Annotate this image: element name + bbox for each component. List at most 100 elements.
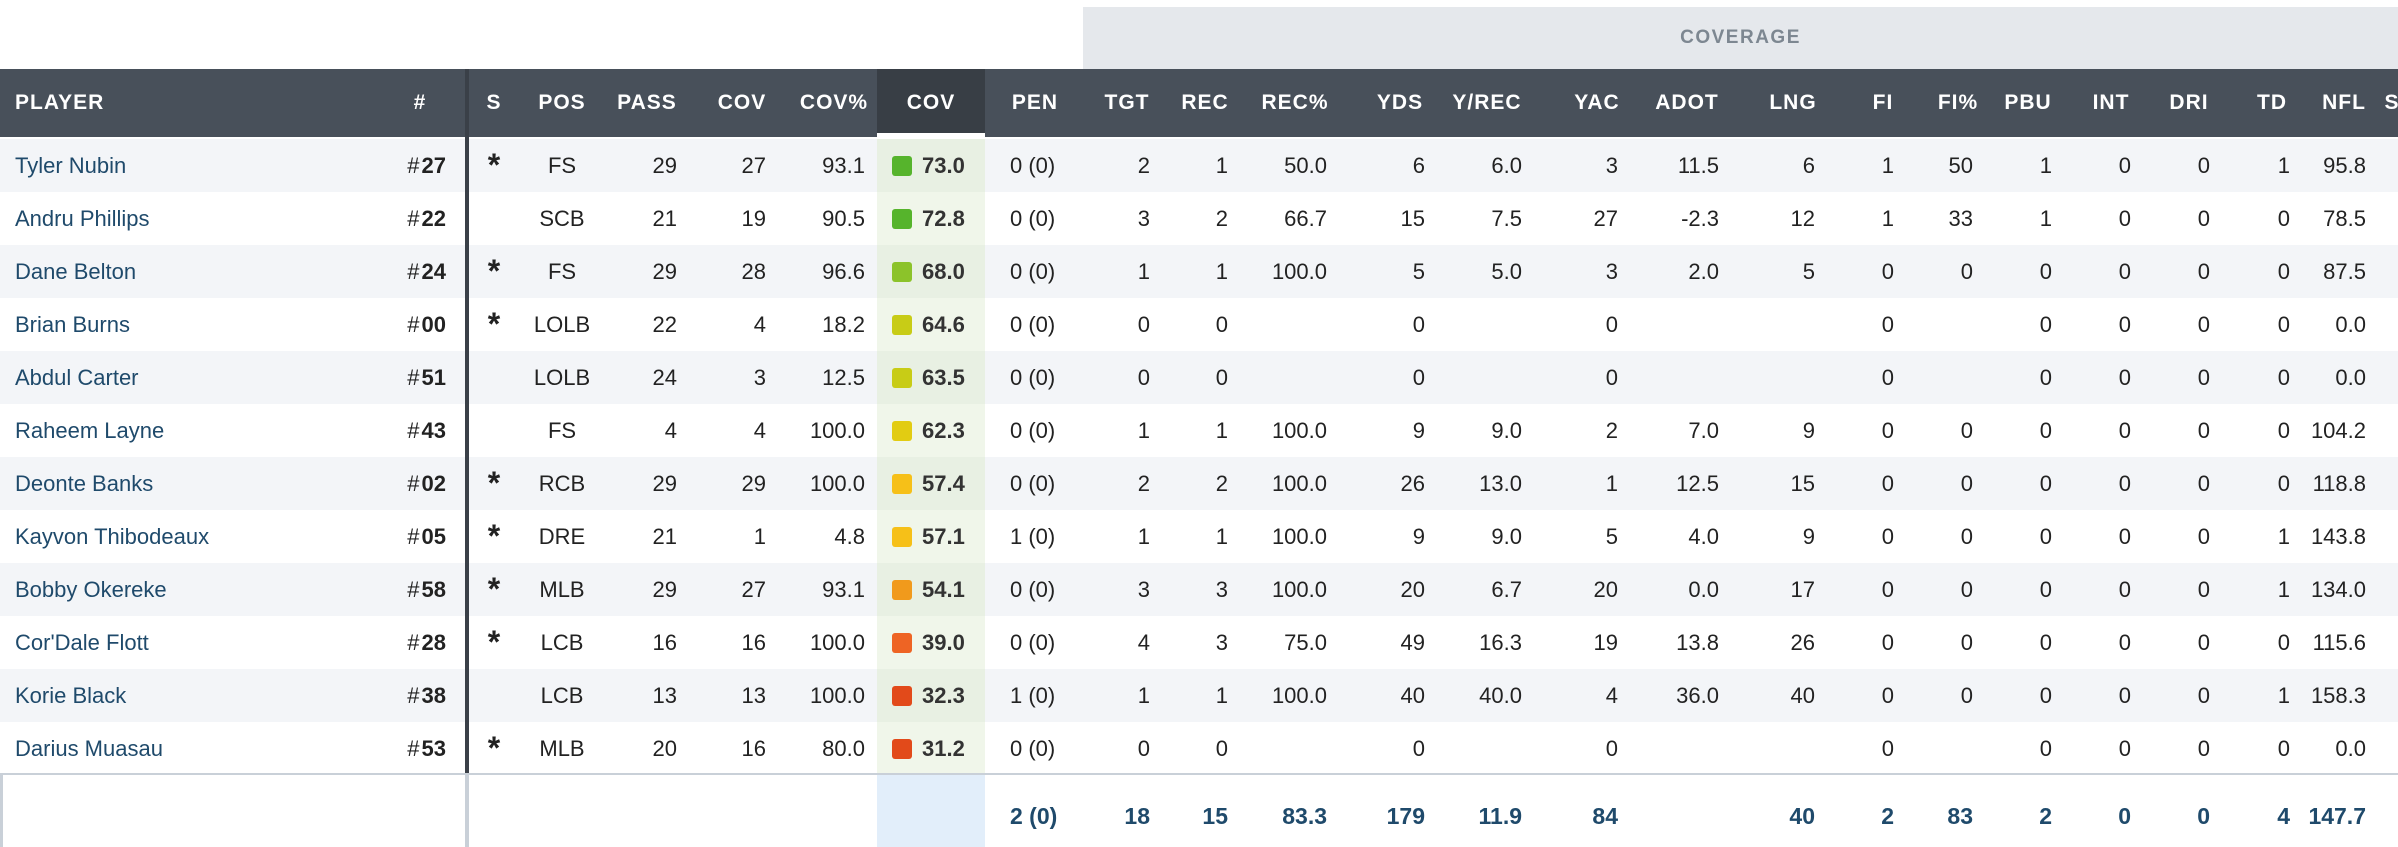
table-row[interactable]: Dane Belton #24 * FS 29 28 96.6 68.0 0 (0) 1 1 100.… xyxy=(0,245,2398,298)
table-row[interactable]: Bobby Okereke #58 * MLB 29 27 93.1 54.1 0 (0) 3 3 1… xyxy=(0,563,2398,616)
player-name-link[interactable]: Andru Phillips xyxy=(15,206,150,231)
total-int: 0 xyxy=(2118,803,2131,829)
cell-yrec: 6.7 xyxy=(1491,577,1522,602)
table-row[interactable]: Abdul Carter #51 LOLB 24 3 12.5 63.5 0 (0) 0 0 0 0 0… xyxy=(0,351,2398,404)
grade-color-icon xyxy=(892,685,912,706)
cell-cov: 19 xyxy=(741,206,766,231)
col-header-lng[interactable]: LNG xyxy=(1769,91,1817,114)
col-header-td[interactable]: TD xyxy=(2257,91,2287,114)
player-name-link[interactable]: Tyler Nubin xyxy=(15,153,127,178)
cell-pbu: 1 xyxy=(2039,206,2052,231)
cell-yac: 4 xyxy=(1605,683,1618,708)
grade-color-icon xyxy=(892,208,912,229)
cell-adot xyxy=(1609,722,1719,775)
table-row[interactable]: Korie Black #38 LCB 13 13 100.0 32.3 1 (0) 1 1 100… xyxy=(0,669,2398,722)
player-name-link[interactable]: Darius Muasau xyxy=(15,736,163,761)
cell-lng: 9 xyxy=(1802,418,1815,443)
cell-td: 1 xyxy=(2277,153,2290,178)
player-name-link[interactable]: Brian Burns xyxy=(15,312,130,337)
cell-tgt: 1 xyxy=(1137,259,1150,284)
cell-cov: 1 xyxy=(753,524,766,549)
jersey-number: #43 xyxy=(407,418,446,443)
cell-adot: 0.0 xyxy=(1688,577,1719,602)
col-header-number[interactable]: # xyxy=(413,91,427,114)
table-row[interactable]: Kayvon Thibodeaux #05 * DRE 21 1 4.8 57.1 1 (0) 1… xyxy=(0,510,2398,563)
starter-icon: * xyxy=(487,253,501,289)
table-row[interactable]: Tyler Nubin #27 * FS 29 27 93.1 73.0 0 (0) 2 1 50.0… xyxy=(0,139,2398,192)
cell-tgt: 1 xyxy=(1137,524,1150,549)
col-header-yds[interactable]: YDS xyxy=(1376,91,1424,114)
col-header-extra[interactable]: S xyxy=(2384,91,2398,114)
table-row[interactable]: Darius Muasau #53 * MLB 20 16 80.0 31.2 0 (0) 0 0 0… xyxy=(0,722,2398,775)
player-name-link[interactable]: Bobby Okereke xyxy=(15,577,167,602)
col-header-player[interactable]: PLAYER xyxy=(15,91,105,114)
cell-pos: MLB xyxy=(539,736,585,761)
cell-fipct: 0 xyxy=(1960,259,1973,284)
col-header-pass[interactable]: PASS xyxy=(617,91,677,114)
cell-recpct: 75.0 xyxy=(1284,630,1327,655)
player-name-link[interactable]: Abdul Carter xyxy=(15,365,139,390)
col-header-yac[interactable]: YAC xyxy=(1574,91,1620,114)
starter-icon: * xyxy=(487,624,501,660)
cell-fi: 0 xyxy=(1881,683,1894,708)
cell-td: 1 xyxy=(2277,524,2290,549)
col-header-grade[interactable]: COV xyxy=(906,91,956,114)
cell-yac: 0 xyxy=(1605,312,1618,337)
total-dri: 0 xyxy=(2197,803,2210,829)
cell-yds: 9 xyxy=(1412,524,1425,549)
col-header-dri[interactable]: DRI xyxy=(2169,91,2209,114)
table-row[interactable]: Brian Burns #00 * LOLB 22 4 18.2 64.6 0 (0) 0 0 0 0 0… xyxy=(0,298,2398,351)
col-header-s[interactable]: S xyxy=(486,91,502,114)
cell-adot: 11.5 xyxy=(1677,153,1719,178)
cell-fipct: 0 xyxy=(1960,471,1973,496)
coverage-grade-badge: 72.8 xyxy=(892,192,965,245)
col-header-pos[interactable]: POS xyxy=(538,91,586,114)
table-row[interactable]: Deonte Banks #02 * RCB 29 29 100.0 57.4 0 (0) 2 2 1… xyxy=(0,457,2398,510)
player-name-link[interactable]: Korie Black xyxy=(15,683,127,708)
cell-pass: 24 xyxy=(652,365,677,390)
cell-int: 0 xyxy=(2118,206,2131,231)
player-name-link[interactable]: Raheem Layne xyxy=(15,418,165,443)
cell-nfl: 95.8 xyxy=(2323,153,2366,178)
col-header-fipct[interactable]: FI% xyxy=(1937,91,1979,114)
col-header-rec[interactable]: REC xyxy=(1181,91,1229,114)
player-name-link[interactable]: Kayvon Thibodeaux xyxy=(15,524,210,549)
player-name-link[interactable]: Cor'Dale Flott xyxy=(15,630,149,655)
col-header-yrec[interactable]: Y/REC xyxy=(1452,91,1522,114)
col-header-int[interactable]: INT xyxy=(2092,91,2130,114)
player-name-link[interactable]: Deonte Banks xyxy=(15,471,154,496)
col-header-adot[interactable]: ADOT xyxy=(1655,91,1719,114)
col-header-tgt[interactable]: TGT xyxy=(1104,91,1150,114)
col-header-fi[interactable]: FI xyxy=(1872,91,1894,114)
cell-nfl: 0.0 xyxy=(2335,312,2366,337)
col-header-cov[interactable]: COV xyxy=(717,91,767,114)
cell-yds: 26 xyxy=(1400,471,1425,496)
col-header-recpct[interactable]: REC% xyxy=(1261,91,1329,114)
player-name-link[interactable]: Dane Belton xyxy=(15,259,137,284)
cell-yac: 1 xyxy=(1605,471,1618,496)
cell-yac: 3 xyxy=(1605,153,1618,178)
cell-int: 0 xyxy=(2118,524,2131,549)
cell-rec: 3 xyxy=(1215,577,1228,602)
col-header-nfl[interactable]: NFL xyxy=(2322,91,2366,114)
col-header-pen[interactable]: PEN xyxy=(1011,91,1059,114)
col-header-pbu[interactable]: PBU xyxy=(2004,91,2052,114)
coverage-grade-badge: 68.0 xyxy=(892,245,965,298)
grade-color-icon xyxy=(892,314,912,335)
cell-pos: MLB xyxy=(539,577,585,602)
cell-recpct xyxy=(1217,722,1327,775)
frozen-column-divider xyxy=(465,69,469,847)
grade-color-icon xyxy=(892,473,912,494)
cell-pbu: 0 xyxy=(2039,683,2052,708)
grade-color-icon xyxy=(892,632,912,653)
col-header-covpct[interactable]: COV% xyxy=(799,91,869,114)
table-row[interactable]: Andru Phillips #22 SCB 21 19 90.5 72.8 0 (0) 3 2 6… xyxy=(0,192,2398,245)
cell-pen: 0 (0) xyxy=(1010,736,1056,761)
table-row[interactable]: Raheem Layne #43 FS 4 4 100.0 62.3 0 (0) 1 1 100.0… xyxy=(0,404,2398,457)
table-row[interactable]: Cor'Dale Flott #28 * LCB 16 16 100.0 39.0 0 (0) 4… xyxy=(0,616,2398,669)
total-rec: 15 xyxy=(1202,803,1228,829)
grade-value: 68.0 xyxy=(922,258,965,284)
cell-dri: 0 xyxy=(2197,577,2210,602)
cell-nfl: 134.0 xyxy=(2310,577,2366,602)
cell-td: 0 xyxy=(2277,259,2290,284)
